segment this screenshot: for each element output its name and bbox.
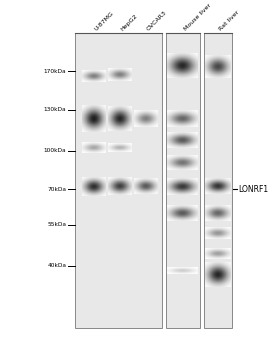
Text: LONRF1: LONRF1 [239,185,269,194]
Bar [204,33,232,328]
Text: U-87MG: U-87MG [93,10,115,32]
Bar [75,33,162,328]
Text: Mouse liver: Mouse liver [183,2,212,31]
Text: 55kDa: 55kDa [48,222,66,227]
Text: OVCAR3: OVCAR3 [146,10,168,32]
Text: 70kDa: 70kDa [48,187,66,192]
Text: 40kDa: 40kDa [48,263,66,268]
Text: 170kDa: 170kDa [44,69,66,74]
Bar [166,33,200,328]
Text: HepG2: HepG2 [120,13,139,32]
Text: 100kDa: 100kDa [44,148,66,153]
Text: Rat liver: Rat liver [218,9,240,32]
Text: 130kDa: 130kDa [44,107,66,112]
